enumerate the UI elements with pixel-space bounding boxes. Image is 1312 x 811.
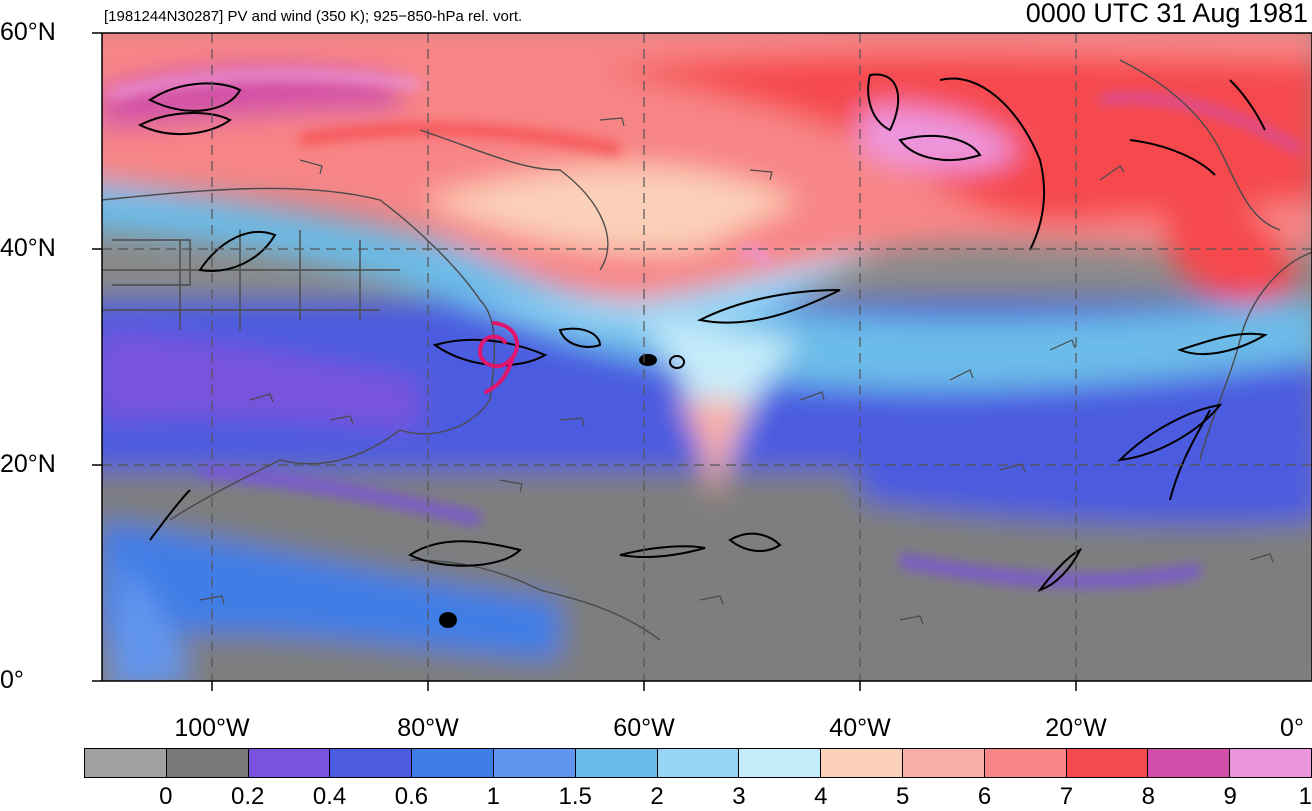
colorbar-swatch bbox=[166, 749, 249, 777]
coastlines bbox=[102, 59, 1312, 641]
colorbar-label: 1 bbox=[486, 783, 501, 810]
colorbar-swatch bbox=[575, 749, 658, 777]
colorbar-swatch bbox=[739, 749, 822, 777]
colorbar-swatch bbox=[657, 749, 740, 777]
colorbar-swatch bbox=[1066, 749, 1149, 777]
axis-ticks bbox=[92, 32, 1077, 691]
lon-label-100w: 100°W bbox=[174, 714, 250, 742]
map-timestamp: 0000 UTC 31 Aug 1981 bbox=[1025, 0, 1308, 28]
colorbar-label: 0.2 bbox=[231, 783, 265, 810]
tropical-cyclone-icon bbox=[477, 321, 519, 394]
colorbar bbox=[84, 748, 1312, 778]
colorbar-swatch bbox=[330, 749, 413, 777]
lat-label-40n: 40°N bbox=[0, 234, 56, 262]
lat-label-20n: 20°N bbox=[0, 450, 56, 478]
colorbar-swatch bbox=[1230, 749, 1311, 777]
vorticity-contours bbox=[137, 73, 1268, 628]
lat-label-0: 0° bbox=[0, 666, 24, 694]
colorbar-label: 9 bbox=[1223, 783, 1237, 810]
colorbar-swatch bbox=[821, 749, 903, 777]
colorbar-swatch bbox=[902, 749, 985, 777]
colorbar-swatch bbox=[248, 749, 331, 777]
colorbar-label: 2 bbox=[650, 783, 664, 810]
colorbar-label: 10 bbox=[1298, 783, 1312, 810]
map-title: [1981244N30287] PV and wind (350 K); 925… bbox=[104, 8, 523, 25]
colorbar-swatch bbox=[493, 749, 576, 777]
colorbar-swatch bbox=[1148, 749, 1231, 777]
colorbar-label: 0 bbox=[159, 783, 173, 810]
colorbar-swatch bbox=[85, 749, 167, 777]
lon-label-60w: 60°W bbox=[613, 714, 675, 742]
colorbar-label: 5 bbox=[895, 783, 910, 810]
wind-barbs bbox=[199, 117, 1274, 625]
colorbar-label: 1.5 bbox=[558, 783, 592, 810]
gridlines bbox=[102, 33, 1312, 681]
lon-label-40w: 40°W bbox=[829, 714, 891, 742]
lon-label-80w: 80°W bbox=[397, 714, 459, 742]
colorbar-label: 0.6 bbox=[394, 783, 429, 810]
colorbar-label: 3 bbox=[732, 783, 746, 810]
colorbar-label: 7 bbox=[1059, 783, 1074, 810]
map-frame bbox=[101, 32, 1312, 682]
colorbar-label: 8 bbox=[1141, 783, 1155, 810]
colorbar-swatch bbox=[984, 749, 1067, 777]
colorbar-label: 4 bbox=[814, 783, 828, 810]
lon-label-0: 0° bbox=[1280, 714, 1304, 742]
lat-label-60n: 60°N bbox=[0, 18, 56, 46]
lon-label-20w: 20°W bbox=[1045, 714, 1107, 742]
colorbar-label: 6 bbox=[977, 783, 992, 810]
colorbar-swatch bbox=[412, 749, 494, 777]
colorbar-label: 0.4 bbox=[312, 783, 347, 810]
